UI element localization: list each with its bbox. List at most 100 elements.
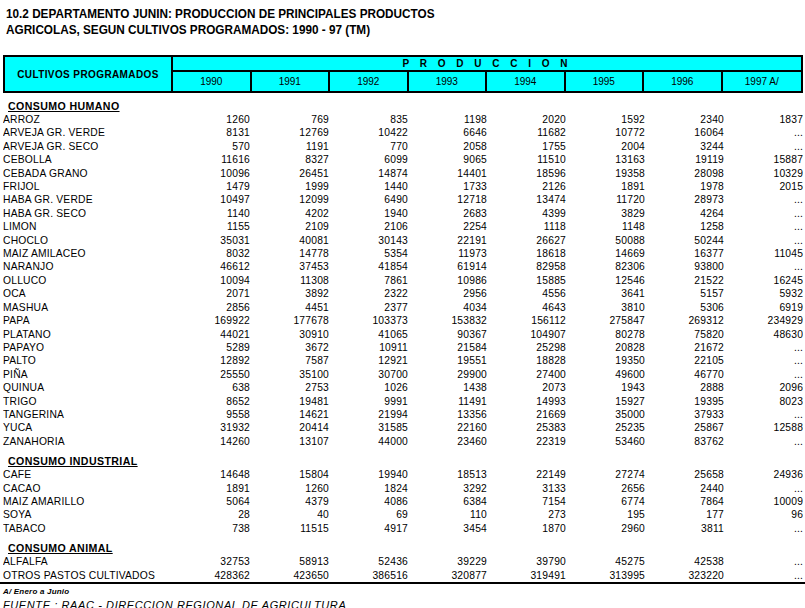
value-cell-1996: 2888 [645, 381, 724, 394]
value-cell-1992: 1026 [329, 381, 408, 394]
value-cell-1995: 3641 [566, 287, 645, 300]
value-cell-1993: 29900 [408, 368, 487, 381]
value-cell-1996: 21672 [645, 341, 724, 354]
value-cell-1992: 30700 [329, 368, 408, 381]
value-cell-1994: 22319 [487, 435, 566, 448]
row-label: LIMON [3, 220, 171, 233]
value-cell-1997: ... [724, 234, 803, 247]
value-cell-1995: 3829 [566, 207, 645, 220]
statistical-table-page: 10.2 DEPARTAMENTO JUNIN: PRODUCCION DE P… [0, 0, 805, 608]
value-cell-1996: 2440 [645, 482, 724, 495]
value-cell-1995: 1592 [566, 113, 645, 126]
value-cell-1997: 48630 [724, 328, 803, 341]
value-cell-1995: 2656 [566, 482, 645, 495]
value-cell-1996: 5157 [645, 287, 724, 300]
value-cell-1997: 2096 [724, 381, 803, 394]
value-cell-1991: 14621 [250, 408, 329, 421]
table-row: ARVEJA GR. VERDE813112769104226646116821… [3, 126, 803, 139]
value-cell-1993: 12718 [408, 193, 487, 206]
value-cell-1990: 1479 [171, 180, 250, 193]
value-cell-1997: ... [724, 140, 803, 153]
row-label: PIÑA [3, 368, 171, 381]
year-header-1996: 1996 [644, 72, 723, 91]
value-cell-1993: 1438 [408, 381, 487, 394]
page-title-line2: AGRICOLAS, SEGUN CULTIVOS PROGRAMADOS: 1… [6, 22, 434, 38]
value-cell-1995: 45275 [566, 555, 645, 568]
table-row: PIÑA25550351003070029900274004960046770.… [3, 368, 803, 381]
value-cell-1992: 44000 [329, 435, 408, 448]
row-label: MASHUA [3, 301, 171, 314]
value-cell-1994: 13474 [487, 193, 566, 206]
value-cell-1992: 69 [329, 508, 408, 521]
row-label: CEBOLLA [3, 153, 171, 166]
value-cell-1997: 10329 [724, 167, 803, 180]
table-row: NARANJO466123745341854619148295882306938… [3, 260, 803, 273]
value-cell-1997: ... [724, 341, 803, 354]
value-cell-1994: 21669 [487, 408, 566, 421]
value-cell-1992: 6490 [329, 193, 408, 206]
value-cell-1996: 83762 [645, 435, 724, 448]
value-cell-1995: 19358 [566, 167, 645, 180]
value-cell-1996: 16064 [645, 126, 724, 139]
value-cell-1991: 37453 [250, 260, 329, 273]
value-cell-1991: 35100 [250, 368, 329, 381]
value-cell-1995: 313995 [566, 569, 645, 582]
row-label: ARVEJA GR. VERDE [3, 126, 171, 139]
table-row: LIMON1155210921062254111811481258... [3, 220, 803, 233]
row-label: PAPAYO [3, 341, 171, 354]
value-cell-1991: 769 [250, 113, 329, 126]
value-cell-1993: 90367 [408, 328, 487, 341]
value-cell-1996: 3244 [645, 140, 724, 153]
value-cell-1990: 5064 [171, 495, 250, 508]
value-cell-1992: 52436 [329, 555, 408, 568]
year-header-1995: 1995 [566, 72, 645, 91]
section-header-row: CONSUMO HUMANO [3, 99, 803, 113]
value-cell-1992: 1824 [329, 482, 408, 495]
value-cell-1992: 7861 [329, 274, 408, 287]
value-cell-1994: 4556 [487, 287, 566, 300]
page-title-line1: 10.2 DEPARTAMENTO JUNIN: PRODUCCION DE P… [6, 6, 434, 22]
value-cell-1993: 23460 [408, 435, 487, 448]
row-label: MAIZ AMILACEO [3, 247, 171, 260]
value-cell-1991: 20414 [250, 421, 329, 434]
value-cell-1991: 19481 [250, 395, 329, 408]
value-cell-1994: 319491 [487, 569, 566, 582]
value-cell-1996: 75820 [645, 328, 724, 341]
table-row: OLLUCO1009411308786110986158851254621522… [3, 274, 803, 287]
value-cell-1992: 9991 [329, 395, 408, 408]
value-cell-1990: 570 [171, 140, 250, 153]
footnote: A/ Enero a Junio [3, 587, 805, 596]
value-cell-1995: 53460 [566, 435, 645, 448]
value-cell-1996: 37933 [645, 408, 724, 421]
value-cell-1990: 46612 [171, 260, 250, 273]
value-cell-1994: 1118 [487, 220, 566, 233]
value-cell-1996: 21522 [645, 274, 724, 287]
value-cell-1996: 28973 [645, 193, 724, 206]
value-cell-1994: 2020 [487, 113, 566, 126]
value-cell-1994: 25383 [487, 421, 566, 434]
row-label: TANGERINA [3, 408, 171, 421]
table-row: CHOCLO3503140081301432219126627500885024… [3, 234, 803, 247]
row-label: SOYA [3, 508, 171, 521]
value-cell-1993: 11491 [408, 395, 487, 408]
value-cell-1995: 20828 [566, 341, 645, 354]
table-row: HABA GR. VERDE10497120996490127181347411… [3, 193, 803, 206]
table-row: TRIGO86521948199911149114993159271939580… [3, 395, 803, 408]
table-header: CULTIVOS PROGRAMADOS P R O D U C C I O N… [3, 55, 803, 93]
row-label: CAFE [3, 468, 171, 481]
value-cell-1993: 3292 [408, 482, 487, 495]
value-cell-1997: 234929 [724, 314, 803, 327]
row-label: CACAO [3, 482, 171, 495]
value-cell-1990: 1140 [171, 207, 250, 220]
value-cell-1992: 30143 [329, 234, 408, 247]
value-cell-1990: 9558 [171, 408, 250, 421]
value-cell-1996: 5306 [645, 301, 724, 314]
row-label: HABA GR. VERDE [3, 193, 171, 206]
value-cell-1990: 8652 [171, 395, 250, 408]
value-cell-1994: 3133 [487, 482, 566, 495]
value-cell-1991: 14778 [250, 247, 329, 260]
table-row: MAIZ AMILACEO803214778535411973186181466… [3, 247, 803, 260]
row-label: OLLUCO [3, 274, 171, 287]
year-header-1992: 1992 [330, 72, 409, 91]
value-cell-1994: 27400 [487, 368, 566, 381]
